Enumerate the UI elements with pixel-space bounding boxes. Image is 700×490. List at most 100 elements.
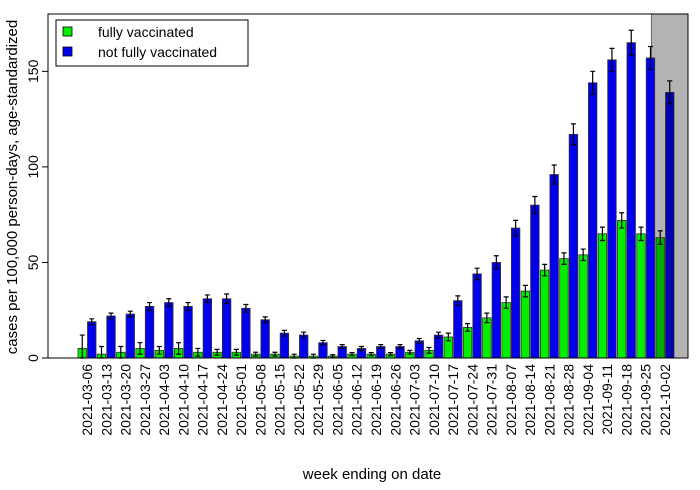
error-bar (233, 348, 239, 356)
error-bar (638, 226, 644, 242)
error-bar (281, 329, 287, 337)
error-bar (388, 352, 394, 357)
x-tick-label: 2021-09-04 (580, 364, 596, 436)
error-bar (465, 323, 471, 332)
error-bar (455, 295, 461, 307)
error-bar (358, 345, 364, 351)
x-tick-label: 2021-03-13 (98, 364, 114, 436)
bar-not-fully-vaccinated (279, 332, 290, 359)
x-tick-label: 2021-08-28 (561, 364, 577, 436)
bar-not-fully-vaccinated (221, 298, 232, 359)
legend-label-not-fully-vaccinated: not fully vaccinated (98, 44, 217, 60)
x-tick-label: 2021-05-15 (272, 364, 288, 436)
error-bar (445, 332, 451, 342)
error-bar (108, 312, 114, 320)
bar-not-fully-vaccinated (491, 262, 502, 359)
error-bar (542, 263, 548, 277)
x-tick-label: 2021-07-31 (484, 364, 500, 436)
error-bar (667, 80, 673, 105)
bar-fully-vaccinated (462, 327, 473, 359)
x-tick-label: 2021-06-19 (368, 364, 384, 436)
error-bar (243, 303, 249, 313)
error-bar (89, 318, 95, 326)
x-tick-label: 2021-06-26 (387, 364, 403, 436)
bar-not-fully-vaccinated (530, 204, 540, 359)
x-tick-label: 2021-03-20 (118, 364, 134, 436)
x-tick-label: 2021-09-11 (599, 364, 615, 435)
x-tick-label: 2021-07-10 (426, 364, 442, 436)
bar-fully-vaccinated (636, 233, 646, 359)
error-bar (436, 331, 442, 339)
error-bar (349, 352, 355, 357)
error-bar (493, 255, 499, 270)
bar-not-fully-vaccinated (144, 305, 155, 359)
bar-not-fully-vaccinated (510, 227, 521, 359)
error-bar (426, 346, 432, 354)
x-tick-label: 2021-03-27 (137, 364, 153, 436)
legend: fully vaccinated not fully vaccinated (55, 19, 249, 67)
bar-fully-vaccinated (501, 302, 511, 359)
x-tick-label: 2021-04-24 (214, 364, 230, 436)
error-bar (657, 230, 663, 245)
error-bar (147, 301, 153, 311)
y-tick-label: 50 (25, 254, 41, 270)
x-tick-label: 2021-05-01 (233, 364, 249, 436)
bar-fully-vaccinated (520, 290, 531, 359)
x-tick-label: 2021-04-10 (175, 364, 191, 436)
x-tick-label: 2021-05-08 (252, 364, 268, 436)
error-bar (416, 337, 422, 344)
legend-swatch-fully-vaccinated (62, 26, 73, 37)
bar-not-fully-vaccinated (472, 273, 482, 359)
error-bar (561, 252, 567, 265)
bar-not-fully-vaccinated (453, 300, 463, 359)
error-bar (368, 352, 374, 357)
error-bar (253, 351, 259, 357)
x-tick-label: 2021-10-02 (657, 364, 673, 436)
error-bar (378, 344, 384, 350)
legend-label-fully-vaccinated: fully vaccinated (98, 24, 194, 40)
bar-fully-vaccinated (578, 254, 588, 359)
error-bar (330, 354, 336, 359)
bar-not-fully-vaccinated (106, 315, 116, 359)
error-bar (407, 349, 413, 355)
bar-not-fully-vaccinated (588, 82, 598, 359)
error-bar (339, 344, 345, 350)
x-tick-label: 2021-04-17 (195, 364, 211, 436)
x-tick-label: 2021-05-22 (291, 364, 307, 436)
x-tick-label: 2021-08-07 (503, 364, 519, 436)
error-bar (532, 195, 538, 215)
x-tick-label: 2021-04-03 (156, 364, 172, 436)
error-bar (301, 331, 307, 339)
error-bar (609, 47, 615, 72)
error-bar (127, 310, 133, 318)
error-bar (195, 347, 201, 357)
x-tick-label: 2021-07-24 (464, 364, 480, 436)
x-tick-label: 2021-03-06 (79, 364, 95, 436)
error-bar (580, 248, 586, 262)
bar-fully-vaccinated (655, 237, 665, 359)
bar-not-fully-vaccinated (626, 42, 636, 359)
x-tick-label: 2021-06-05 (329, 364, 345, 436)
bar-not-fully-vaccinated (125, 313, 135, 359)
x-tick-label: 2021-09-25 (638, 364, 654, 436)
error-bar (522, 284, 528, 298)
error-bar (484, 312, 490, 324)
error-bar (262, 316, 268, 324)
bar-fully-vaccinated (482, 317, 492, 359)
error-bar (185, 301, 191, 311)
y-axis-title: cases per 100,000 person-days, age-stand… (4, 20, 21, 354)
error-bar (156, 345, 162, 355)
bar-not-fully-vaccinated (164, 302, 174, 359)
error-bar (590, 70, 596, 95)
error-bar (214, 348, 220, 356)
error-bar (513, 219, 519, 237)
y-tick-label: 0 (25, 354, 41, 362)
bar-not-fully-vaccinated (607, 59, 617, 359)
error-bar (320, 339, 326, 346)
error-bar (166, 298, 172, 307)
error-bar (647, 45, 653, 71)
error-bar (628, 29, 634, 56)
y-tick-label: 100 (25, 155, 41, 179)
bar-not-fully-vaccinated (549, 174, 559, 359)
